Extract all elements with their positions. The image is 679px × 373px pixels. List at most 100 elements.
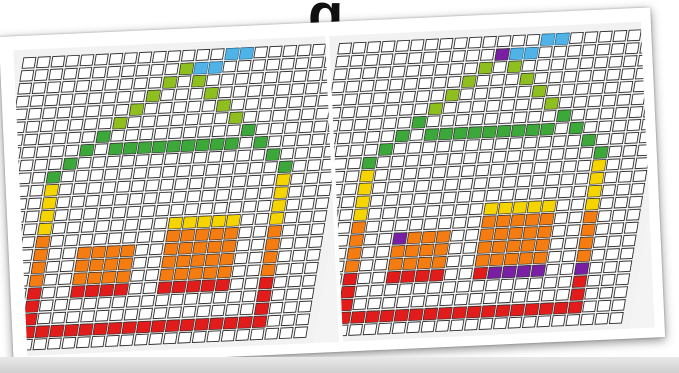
grid-tile [13,262,17,275]
grid-tile [330,81,346,94]
grid-tile [367,207,383,220]
grid-tile [349,54,365,67]
grid-tile [17,338,33,351]
grid-tile [309,56,325,69]
grid-tile [593,56,609,69]
grid-tile [47,247,63,260]
grid-tile [332,68,348,81]
grid-tile [13,147,22,160]
grid-tile [39,120,55,133]
grid-tile [391,321,407,334]
house-tile [171,280,187,294]
house-tile [344,260,360,273]
photo-card [0,7,666,367]
grid-tile [293,236,309,249]
grid-tile [344,170,360,183]
grid-tile [427,192,443,205]
grid-tile [302,185,318,198]
house-tile [105,245,121,258]
grid-tile [410,295,426,308]
grid-tile [557,186,573,199]
grid-tile [584,287,600,300]
house-tile [188,267,204,280]
grid-tile [95,220,111,233]
grid-tile [191,330,207,343]
grid-tile [376,66,392,79]
grid-tile [525,33,541,46]
house-tile [491,240,507,254]
grid-tile [290,83,306,96]
grid-tile [601,94,617,107]
grid-tile [634,157,650,170]
grid-tile [87,92,103,105]
grid-tile [594,222,610,235]
grid-tile [484,279,500,292]
house-tile [84,284,100,298]
grid-tile [97,207,113,220]
grid-tile [141,115,157,128]
grid-tile [647,79,655,92]
grid-tile [212,291,228,304]
smoke-tile [193,61,209,75]
grid-tile [468,292,484,305]
grid-tile [440,114,456,127]
house-tile [364,310,381,323]
grid-tile [624,131,640,144]
grid-tile [373,168,389,181]
grid-tile [84,194,100,207]
grid-tile [160,88,175,101]
grid-tile [611,299,626,312]
grid-tile [236,59,252,72]
grid-tile [294,146,310,159]
grid-tile [271,109,287,122]
house-tile [402,257,418,270]
grid-tile [275,83,291,96]
house-tile [378,143,394,156]
house-tile [63,324,80,337]
grid-tile [25,120,41,133]
house-tile [568,121,585,135]
house-tile [219,252,235,266]
house-tile [28,274,45,287]
grid-tile [55,285,71,298]
house-tile [584,197,601,211]
grid-tile [282,44,298,57]
grid-tile [294,57,310,70]
grid-tile [269,122,285,135]
house-tile [266,225,283,238]
grid-tile [512,111,528,124]
grid-tile [377,322,393,335]
grid-tile [91,66,107,79]
grid-tile [403,77,419,90]
house-tile [35,235,51,249]
house-tile [578,236,594,250]
grid-tile [258,186,274,199]
grid-tile [380,40,396,53]
grid-tile [597,120,613,133]
grid-tile [174,178,189,191]
house-tile [586,185,603,198]
grid-tile [248,161,264,174]
house-tile [392,232,408,245]
grid-tile [13,173,18,186]
grid-tile [93,232,108,245]
grid-tile [109,309,125,322]
grid-tile [492,61,508,74]
grid-tile [564,57,580,70]
grid-tile [113,193,129,206]
grid-tile [497,291,513,304]
grid-tile [85,105,101,118]
grid-tile [18,249,34,262]
grid-tile [499,188,515,201]
house-tile [41,196,58,210]
grid-tile [43,273,59,286]
grid-tile [13,326,21,339]
grid-tile [278,327,294,340]
grid-tile [101,181,117,194]
grid-tile [329,119,340,132]
grid-tile [470,279,486,292]
grid-tile [355,105,371,118]
grid-tile [137,51,153,64]
grid-tile [304,82,320,95]
grid-tile [19,69,35,82]
